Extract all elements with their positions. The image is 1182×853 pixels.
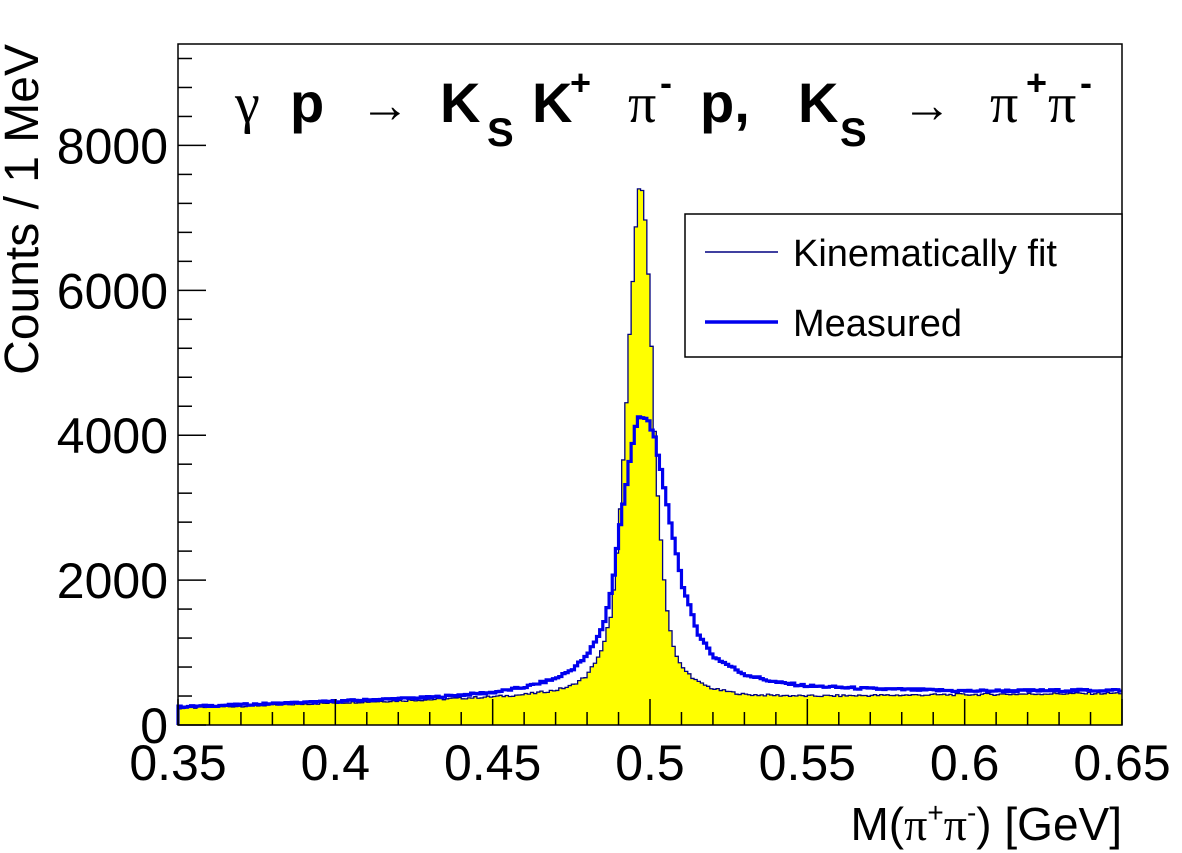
x-tick-label: 0.65: [1073, 735, 1170, 791]
legend-label-measured: Measured: [793, 303, 962, 345]
chart-title: γ p → K S K + π - p, K S → π + π -: [234, 44, 1092, 158]
title-K1: K: [440, 71, 480, 134]
x-tick-label: 0.55: [759, 735, 856, 791]
x-tick-label: 0.45: [444, 735, 541, 791]
x-tick-label: 0.6: [930, 735, 1000, 791]
title-p2: p,: [700, 71, 750, 134]
title-minus2: -: [1080, 62, 1092, 103]
title-s2: S: [840, 111, 867, 155]
y-tick-label: 4000: [57, 408, 168, 464]
x-tick-label: 0.35: [129, 735, 226, 791]
x-tick-label: 0.4: [301, 735, 371, 791]
x-tick-labels: 0.35 0.4 0.45 0.5 0.55 0.6 0.65: [129, 735, 1170, 791]
title-gamma: γ: [234, 73, 260, 135]
xlabel-pre: M(: [850, 798, 904, 850]
legend-box: [684, 213, 1123, 358]
y-tick-labels: 0 2000 4000 6000 8000: [57, 118, 168, 754]
title-plus2: +: [1026, 62, 1047, 103]
y-tick-label: 2000: [57, 553, 168, 609]
title-K3: K: [798, 71, 838, 134]
measured-line: [176, 415, 1122, 725]
y-axis-label: Counts / 1 MeV: [0, 44, 49, 375]
xlabel-pi: π: [904, 799, 927, 850]
legend-label-kinematically-fit: Kinematically fit: [793, 233, 1057, 275]
x-axis-label: M(π+π-) [GeV]: [850, 797, 1122, 850]
kinematically-fit-fill: [178, 188, 1122, 725]
legend: Kinematically fit Measured: [684, 213, 1123, 358]
y-tick-label: 8000: [57, 118, 168, 174]
xlabel-minus: -: [967, 797, 976, 828]
xlabel-post: ) [GeV]: [976, 798, 1122, 850]
title-pi3: π: [1048, 73, 1076, 135]
axis-ticks: [177, 57, 1123, 726]
y-tick-label: 0: [140, 698, 168, 754]
title-pi1: π: [628, 73, 656, 135]
xlabel-plus: +: [927, 797, 943, 828]
xlabel-pi2: π: [944, 799, 967, 850]
title-arrow-2: →: [902, 77, 952, 133]
title-plus: +: [570, 62, 591, 103]
title-arrow: →: [360, 77, 410, 133]
title-minus1: -: [660, 62, 672, 103]
title-s1: S: [487, 111, 514, 155]
y-tick-label: 6000: [57, 263, 168, 319]
x-tick-label: 0.5: [615, 735, 685, 791]
title-K2: K: [532, 71, 572, 134]
title-p1: p: [290, 71, 324, 134]
title-pi2: π: [990, 73, 1018, 135]
